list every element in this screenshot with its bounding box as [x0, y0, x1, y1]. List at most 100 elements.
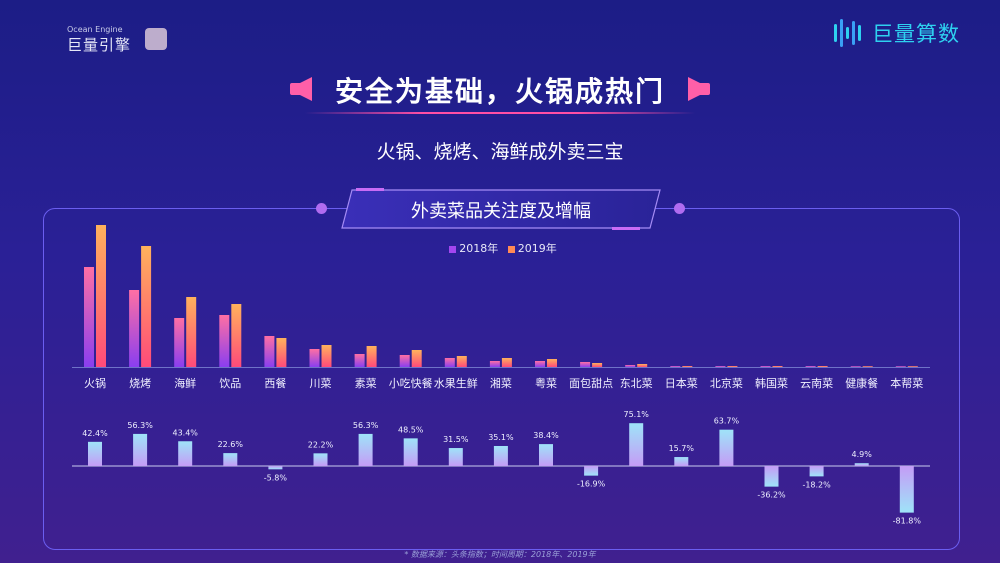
bar-2018-15 — [760, 366, 771, 367]
bar-2018-5 — [309, 349, 320, 367]
growth-label-13: 15.7% — [669, 444, 695, 453]
legend-swatch-2019 — [507, 245, 515, 253]
growth-bar-0 — [88, 441, 102, 466]
logo-badge-icon — [145, 28, 167, 50]
bar-2019-2 — [186, 297, 197, 367]
bar-2018-2 — [174, 318, 185, 367]
growth-label-14: 63.7% — [714, 417, 740, 426]
juliang-suanshu-logo: 巨量算数 — [832, 16, 960, 50]
bar-2019-18 — [907, 366, 918, 367]
bar-2018-14 — [715, 366, 726, 367]
speaker-left-icon — [290, 77, 312, 101]
bar-2018-8 — [444, 358, 455, 367]
bar-2019-9 — [501, 358, 512, 367]
bar-2018-13 — [670, 366, 681, 367]
growth-bar-5 — [313, 453, 328, 466]
growth-bar-3 — [223, 453, 238, 466]
category-label-17: 健康餐 — [845, 376, 878, 390]
title-underline — [305, 112, 695, 114]
category-label-3: 饮品 — [219, 377, 241, 390]
bar-2018-1 — [129, 290, 140, 367]
category-label-14: 北京菜 — [710, 376, 743, 390]
growth-label-4: -5.8% — [264, 473, 288, 482]
data-source-note: * 数据来源：头条指数；时间周期：2018年、2019年 — [404, 550, 596, 559]
category-label-11: 面包甜点 — [569, 377, 613, 390]
bar-waveform-icon — [834, 19, 861, 47]
bar-2019-16 — [817, 366, 828, 367]
growth-bar-18 — [899, 466, 914, 513]
growth-bar-7 — [403, 438, 418, 466]
bar-2019-0 — [96, 225, 106, 367]
growth-label-0: 42.4% — [82, 429, 108, 438]
growth-bar-8 — [448, 448, 463, 466]
category-label-4: 西餐 — [264, 376, 286, 390]
bar-2018-10 — [535, 361, 545, 367]
growth-label-10: 38.4% — [533, 431, 559, 440]
category-label-1: 烧烤 — [129, 376, 151, 390]
logo-right-text: 巨量算数 — [872, 22, 960, 46]
bar-2019-5 — [321, 345, 332, 367]
bar-2019-11 — [592, 363, 603, 367]
bar-2019-6 — [366, 346, 377, 367]
growth-label-18: -81.8% — [893, 517, 922, 526]
growth-label-12: 75.1% — [623, 410, 649, 419]
growth-bar-15 — [764, 466, 779, 487]
growth-label-15: -36.2% — [757, 491, 786, 500]
bar-2019-7 — [411, 350, 422, 367]
panel-dot-left — [316, 203, 327, 214]
bar-2019-12 — [637, 364, 648, 367]
growth-label-17: 4.9% — [852, 450, 873, 459]
growth-bar-11 — [584, 466, 599, 476]
bar-2018-0 — [84, 267, 94, 367]
growth-label-1: 56.3% — [127, 421, 153, 430]
growth-label-3: 22.6% — [218, 440, 244, 449]
bar-2019-8 — [456, 356, 467, 367]
growth-bar-16 — [809, 466, 824, 477]
growth-label-2: 43.4% — [172, 428, 198, 437]
panel-dot-right — [674, 203, 685, 214]
growth-label-11: -16.9% — [577, 480, 606, 489]
category-label-8: 水果生鲜 — [434, 376, 478, 390]
bar-2019-1 — [141, 246, 152, 367]
banner-shape — [341, 188, 661, 230]
title-block: 安全为基础，火锅成热门 — [0, 70, 1000, 118]
section-banner: 外卖菜品关注度及增幅 — [340, 188, 662, 230]
ocean-engine-logo: Ocean Engine 巨量引擎 — [55, 22, 195, 56]
bar-2018-11 — [580, 362, 591, 367]
bar-2018-6 — [354, 354, 365, 367]
growth-bar-2 — [178, 441, 193, 466]
category-label-5: 川菜 — [310, 377, 332, 390]
legend-label-2018: 2018年 — [459, 242, 499, 255]
logo-left-cn: 巨量引擎 — [67, 36, 132, 54]
growth-bar-1 — [133, 433, 148, 466]
bar-2019-4 — [276, 338, 287, 367]
bar-2018-17 — [850, 366, 861, 367]
bar-2019-15 — [772, 366, 783, 367]
page-title: 安全为基础，火锅成热门 — [334, 75, 665, 108]
bar-2018-4 — [264, 336, 275, 367]
category-label-10: 粤菜 — [535, 376, 557, 390]
growth-bar-13 — [674, 457, 689, 466]
bar-2019-17 — [862, 366, 873, 367]
page-subtitle: 火锅、烧烤、海鲜成外卖三宝 — [376, 141, 624, 163]
bar-2019-13 — [682, 366, 693, 367]
category-label-15: 韩国菜 — [755, 376, 788, 390]
growth-bar-10 — [539, 444, 553, 466]
growth-bar-14 — [719, 429, 734, 466]
bar-2018-3 — [219, 315, 230, 367]
category-label-16: 云南菜 — [800, 377, 833, 390]
category-label-9: 湘菜 — [490, 376, 512, 390]
bar-2019-3 — [231, 304, 242, 367]
category-label-7: 小吃快餐 — [389, 376, 433, 390]
section-title: 外卖菜品关注度及增幅 — [411, 201, 591, 222]
bar-2018-9 — [489, 361, 500, 367]
growth-bar-6 — [358, 433, 373, 466]
legend-swatch-2018 — [449, 245, 457, 253]
growth-bar-12 — [629, 423, 644, 466]
bar-2018-12 — [625, 365, 636, 367]
bar-2018-16 — [805, 366, 816, 367]
category-label-0: 火锅 — [84, 377, 106, 390]
category-label-12: 东北菜 — [620, 377, 653, 390]
growth-label-9: 35.1% — [488, 433, 514, 442]
